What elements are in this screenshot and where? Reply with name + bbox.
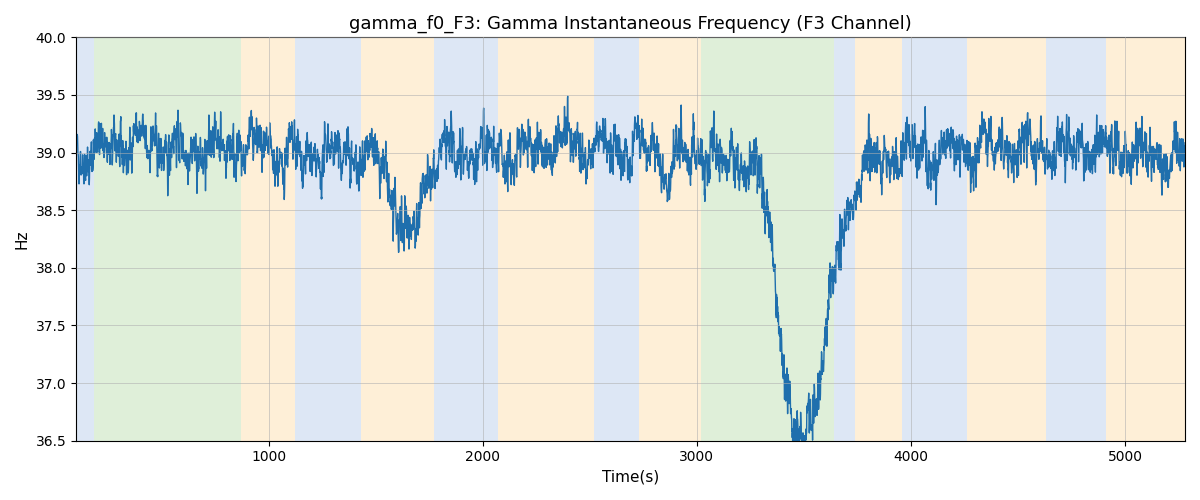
- Bar: [967, 38, 1046, 440]
- Bar: [498, 38, 594, 440]
- Bar: [241, 38, 295, 440]
- Bar: [1105, 38, 1186, 440]
- Bar: [701, 38, 834, 440]
- X-axis label: Time(s): Time(s): [602, 470, 659, 485]
- Bar: [594, 38, 640, 440]
- Bar: [856, 38, 902, 440]
- Bar: [95, 38, 241, 440]
- Bar: [834, 38, 856, 440]
- Bar: [361, 38, 433, 440]
- Bar: [76, 38, 95, 440]
- Bar: [295, 38, 361, 440]
- Title: gamma_f0_F3: Gamma Instantaneous Frequency (F3 Channel): gamma_f0_F3: Gamma Instantaneous Frequen…: [349, 15, 912, 34]
- Y-axis label: Hz: Hz: [14, 230, 30, 249]
- Bar: [1046, 38, 1105, 440]
- Bar: [640, 38, 701, 440]
- Bar: [433, 38, 498, 440]
- Bar: [902, 38, 967, 440]
